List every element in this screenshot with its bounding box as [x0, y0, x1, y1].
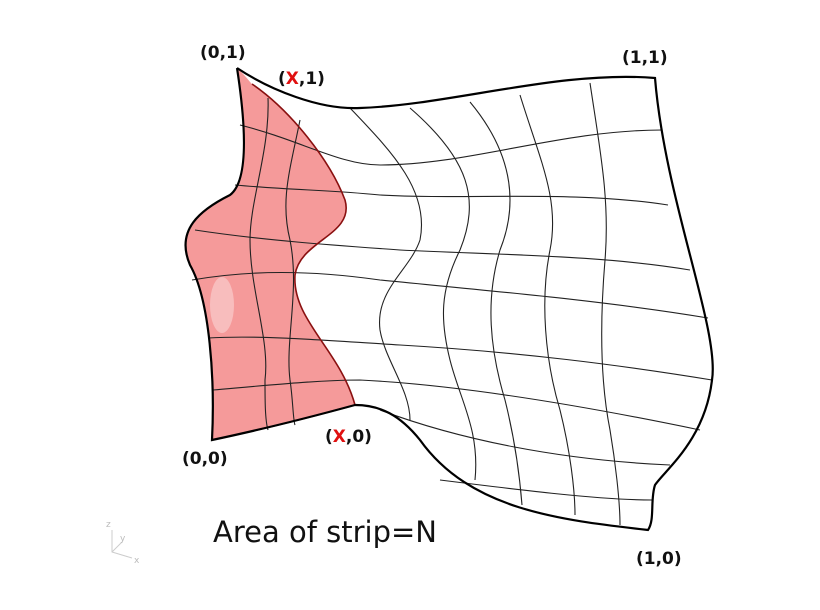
- rest: ,0): [346, 427, 372, 447]
- grid-lines: [191, 82, 713, 526]
- variable: X: [333, 427, 346, 447]
- caption: Area of strip=N: [213, 515, 437, 549]
- strip-label: (X,0): [325, 427, 372, 447]
- corner-label: (0,0): [182, 449, 228, 469]
- corner-label: (1,1): [622, 48, 668, 68]
- paren: (: [278, 69, 286, 89]
- rest: ,1): [299, 69, 325, 89]
- axis-gizmo: [111, 530, 133, 559]
- corner-label: (0,1): [200, 43, 246, 63]
- strip-label: (X,1): [278, 69, 325, 89]
- variable: X: [286, 69, 299, 89]
- strip-fill: [185, 68, 355, 440]
- axis-label: y: [120, 534, 126, 544]
- paren: (: [325, 427, 333, 447]
- highlight: [210, 277, 234, 333]
- axis-label: x: [134, 556, 140, 566]
- corner-label: (1,0): [636, 549, 682, 569]
- axis-label: z: [106, 520, 111, 530]
- surface-boundary: [184, 67, 714, 532]
